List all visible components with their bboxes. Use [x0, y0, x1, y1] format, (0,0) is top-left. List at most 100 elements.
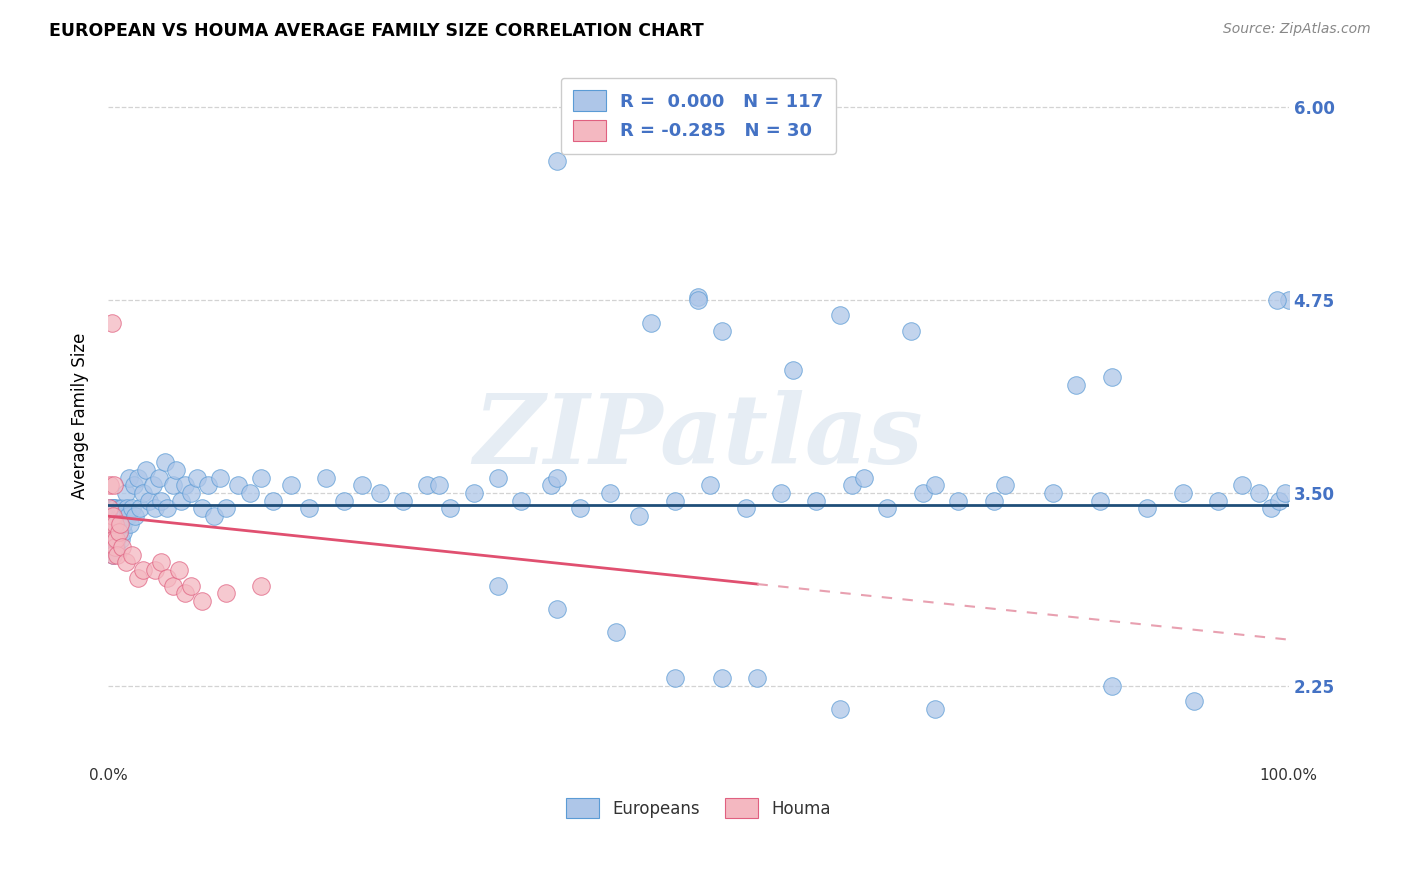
Point — [688, 293, 710, 307]
Point — [114, 556, 136, 570]
Point — [104, 516, 127, 531]
Point — [688, 290, 710, 304]
Point — [107, 509, 129, 524]
Point — [1206, 493, 1229, 508]
Point — [156, 571, 179, 585]
Point — [173, 478, 195, 492]
Point — [946, 493, 969, 508]
Point — [103, 509, 125, 524]
Point — [132, 486, 155, 500]
Text: Source: ZipAtlas.com: Source: ZipAtlas.com — [1223, 22, 1371, 37]
Point — [111, 540, 134, 554]
Point — [100, 509, 122, 524]
Point — [127, 571, 149, 585]
Point — [280, 478, 302, 492]
Point — [1182, 694, 1205, 708]
Point — [104, 516, 127, 531]
Point — [350, 478, 373, 492]
Point — [782, 362, 804, 376]
Point — [852, 470, 875, 484]
Point — [98, 516, 121, 531]
Text: EUROPEAN VS HOUMA AVERAGE FAMILY SIZE CORRELATION CHART: EUROPEAN VS HOUMA AVERAGE FAMILY SIZE CO… — [49, 22, 704, 40]
Point — [98, 524, 121, 539]
Point — [108, 516, 131, 531]
Text: ZIPatlas: ZIPatlas — [474, 390, 924, 483]
Point — [110, 533, 132, 547]
Point — [162, 579, 184, 593]
Y-axis label: Average Family Size: Average Family Size — [72, 333, 89, 499]
Point — [191, 501, 214, 516]
Point — [150, 493, 173, 508]
Point — [226, 478, 249, 492]
Point — [1171, 486, 1194, 500]
Point — [664, 493, 686, 508]
Point — [105, 524, 128, 539]
Point — [100, 524, 122, 539]
Point — [186, 470, 208, 484]
Point — [734, 501, 756, 516]
Point — [101, 516, 124, 531]
Point — [711, 324, 734, 338]
Point — [107, 524, 129, 539]
Point — [121, 548, 143, 562]
Point — [98, 516, 121, 531]
Point — [101, 548, 124, 562]
Point — [828, 309, 851, 323]
Point — [103, 501, 125, 516]
Point — [416, 478, 439, 492]
Point — [111, 501, 134, 516]
Point — [98, 478, 121, 492]
Point — [98, 501, 121, 516]
Point — [162, 478, 184, 492]
Point — [994, 478, 1017, 492]
Point — [605, 624, 627, 639]
Point — [546, 470, 568, 484]
Point — [121, 501, 143, 516]
Point — [105, 533, 128, 547]
Point — [138, 493, 160, 508]
Point — [1064, 378, 1087, 392]
Point — [101, 501, 124, 516]
Point — [1101, 370, 1123, 384]
Point — [924, 478, 946, 492]
Point — [104, 501, 127, 516]
Point — [202, 509, 225, 524]
Point — [1249, 486, 1271, 500]
Point — [747, 671, 769, 685]
Point — [103, 478, 125, 492]
Point — [333, 493, 356, 508]
Point — [486, 470, 509, 484]
Point — [100, 316, 122, 330]
Point — [569, 501, 592, 516]
Point — [114, 486, 136, 500]
Point — [153, 455, 176, 469]
Point — [368, 486, 391, 500]
Point — [104, 540, 127, 554]
Point — [315, 470, 337, 484]
Point — [132, 563, 155, 577]
Point — [1268, 493, 1291, 508]
Point — [114, 509, 136, 524]
Point — [427, 478, 450, 492]
Point — [770, 486, 793, 500]
Point — [103, 524, 125, 539]
Point — [98, 509, 121, 524]
Point — [127, 470, 149, 484]
Point — [142, 478, 165, 492]
Point — [599, 486, 621, 500]
Point — [105, 509, 128, 524]
Point — [983, 493, 1005, 508]
Point — [546, 154, 568, 169]
Legend: Europeans, Houma: Europeans, Houma — [560, 792, 838, 824]
Point — [197, 478, 219, 492]
Point — [1136, 501, 1159, 516]
Point — [103, 533, 125, 547]
Point — [841, 478, 863, 492]
Point — [100, 516, 122, 531]
Point — [118, 470, 141, 484]
Point — [262, 493, 284, 508]
Point — [98, 540, 121, 554]
Point — [699, 478, 721, 492]
Point — [167, 563, 190, 577]
Point — [180, 486, 202, 500]
